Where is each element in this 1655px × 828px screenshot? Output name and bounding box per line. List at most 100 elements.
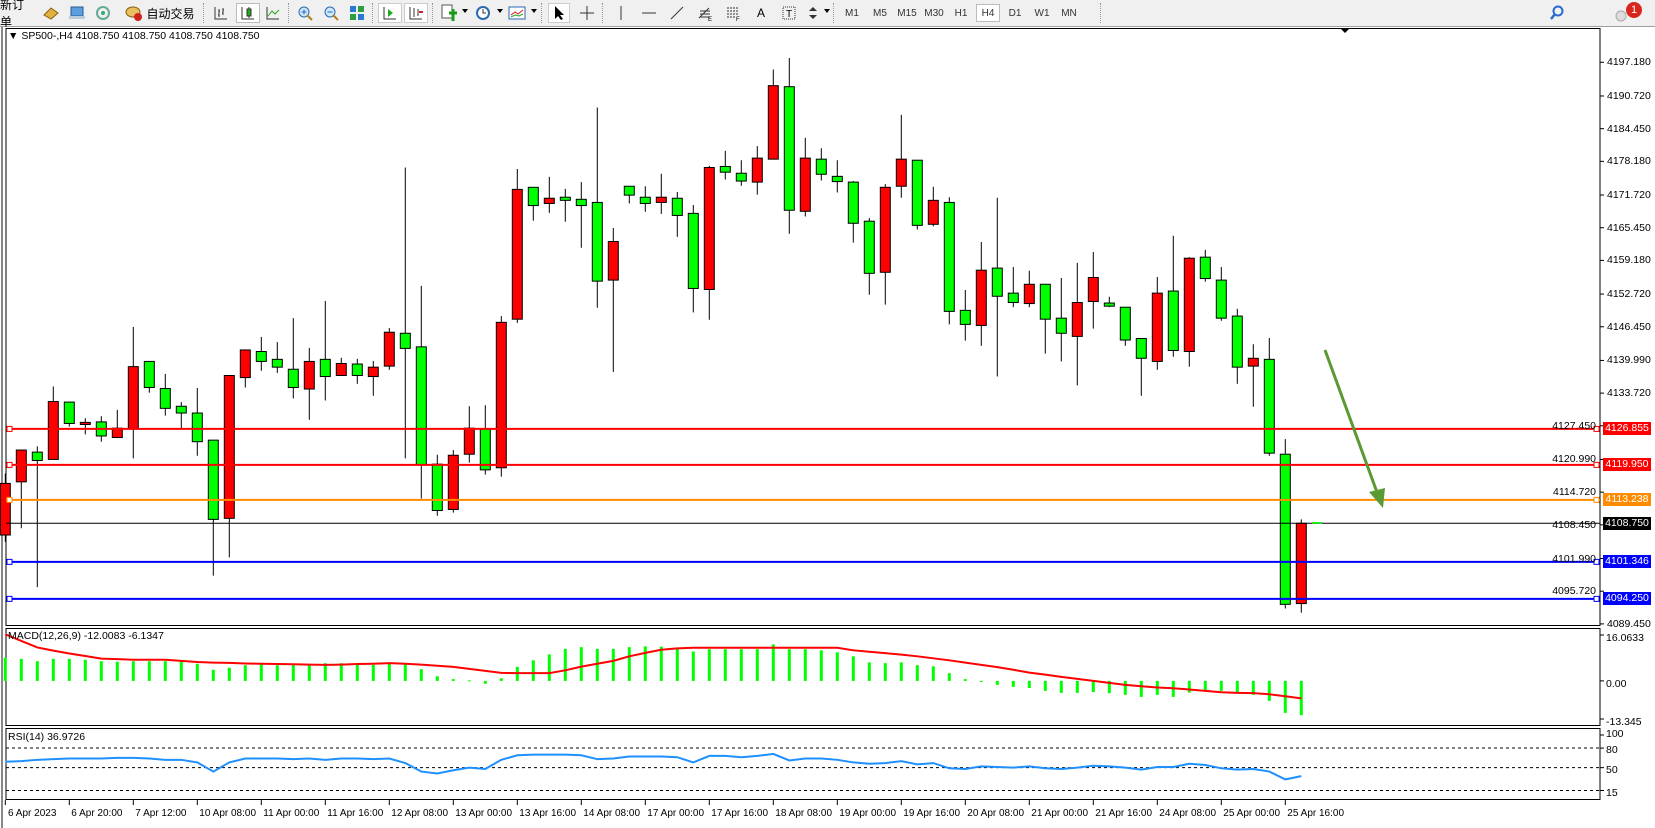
time-axis-label: 13 Apr 16:00 (519, 808, 577, 819)
candle (767, 69, 779, 160)
indicators-dropdown[interactable] (462, 9, 468, 13)
macd-histogram-bar (371, 664, 375, 681)
cursor-icon[interactable] (548, 3, 570, 23)
candle-body (1055, 317, 1067, 334)
market-watch-icon[interactable] (40, 3, 62, 23)
arrows-dropdown[interactable] (824, 9, 830, 13)
templates-icon[interactable] (506, 3, 528, 23)
time-axis-label: 17 Apr 00:00 (647, 808, 705, 819)
candle-body (79, 421, 91, 425)
search-icon[interactable] (1546, 3, 1568, 23)
level-price-label: 4108.750 (1603, 516, 1651, 530)
macd-histogram-bar (627, 647, 631, 681)
timeframe-m1-button[interactable]: M1 (845, 7, 859, 19)
macd-histogram-bar (707, 649, 711, 681)
macd-histogram-bar (1043, 680, 1047, 691)
timeframe-h4-button[interactable]: H4 (976, 4, 1000, 22)
text-label-icon[interactable]: T (778, 3, 800, 23)
candle (1183, 257, 1195, 367)
navigator-icon[interactable] (66, 3, 88, 23)
crosshair-icon[interactable] (576, 3, 598, 23)
time-axis-label: 25 Apr 00:00 (1223, 808, 1281, 819)
chart-shift-icon[interactable] (404, 3, 428, 23)
candle (1279, 439, 1291, 609)
auto-trading-button[interactable]: 自动交易 (120, 3, 200, 23)
timeframe-m15-button[interactable]: M15 (897, 7, 917, 19)
auto-trading-label: 自动交易 (146, 6, 195, 21)
timeframe-m5-button[interactable]: M5 (873, 7, 887, 19)
price-axis-label: 4120.990 (1552, 453, 1596, 466)
timeframe-w1-button[interactable]: W1 (1034, 7, 1050, 19)
new-order-button[interactable]: 新订单 (0, 0, 34, 29)
candle (127, 327, 139, 459)
macd-histogram-bar (115, 661, 119, 681)
rsi-panel-frame (5, 728, 1601, 800)
arrows-icon[interactable] (804, 3, 822, 23)
timeframe-h1-button[interactable]: H1 (954, 7, 968, 19)
vertical-line-icon[interactable] (610, 3, 632, 23)
candle-body (207, 439, 219, 520)
candle-body (687, 212, 699, 289)
macd-histogram-bar (1219, 680, 1223, 691)
horizontal-line-icon[interactable] (638, 3, 660, 23)
tile-windows-icon[interactable] (346, 3, 368, 23)
line-chart-icon[interactable] (262, 3, 284, 23)
candle (1119, 306, 1131, 346)
macd-histogram-bar (947, 673, 951, 681)
candle-body (703, 166, 715, 290)
text-icon[interactable]: A (756, 6, 765, 20)
macd-histogram-bar (819, 650, 823, 681)
new-order-label: 新订单 (0, 0, 25, 29)
trendline-icon[interactable] (666, 3, 688, 23)
symbol-menu-icon[interactable]: ▼ (8, 30, 22, 42)
candle-body (559, 196, 571, 201)
macd-histogram-bar (1091, 680, 1095, 693)
periods-dropdown[interactable] (497, 9, 503, 13)
candle-body (1087, 276, 1099, 302)
zoom-out-icon[interactable] (320, 3, 342, 23)
candle (1231, 308, 1243, 384)
macd-histogram-bar (403, 664, 407, 681)
candle (639, 186, 651, 212)
chart-window[interactable] (0, 27, 1655, 828)
notification-icon[interactable] (1610, 3, 1632, 23)
time-axis-label: 21 Apr 00:00 (1031, 808, 1089, 819)
candle-body (799, 157, 811, 212)
macd-histogram-bar (99, 661, 103, 681)
indicators-icon[interactable] (438, 3, 460, 23)
candle-body (495, 321, 507, 469)
candlestick-icon[interactable] (236, 3, 260, 23)
fibonacci-icon[interactable]: E (694, 3, 716, 23)
timeframe-d1-button[interactable]: D1 (1008, 7, 1022, 19)
macd-histogram-bar (659, 646, 663, 681)
timeframe-mn-button[interactable]: MN (1061, 7, 1077, 19)
price-axis-label: 4095.720 (1552, 585, 1596, 598)
macd-histogram-bar (243, 665, 247, 681)
auto-scroll-icon[interactable] (378, 3, 402, 23)
candle (303, 347, 315, 420)
candle (1151, 276, 1163, 370)
timeframe-m30-button[interactable]: M30 (924, 7, 944, 19)
notification-badge: 1 (1626, 2, 1642, 18)
candle-body (319, 358, 331, 378)
bar-chart-icon[interactable] (210, 3, 232, 23)
price-axis-label: 4190.720 (1607, 89, 1651, 102)
signals-icon[interactable] (92, 3, 114, 23)
candle (319, 300, 331, 401)
zoom-in-icon[interactable] (294, 3, 316, 23)
candle-body (255, 351, 267, 362)
templates-dropdown[interactable] (531, 9, 537, 13)
candle-body (223, 374, 235, 519)
candle-body (479, 428, 491, 471)
price-axis-label: 4152.720 (1607, 288, 1651, 301)
candle-body (1135, 337, 1147, 359)
candle-body (975, 269, 987, 326)
candle-body (1039, 283, 1051, 320)
rsi-line (5, 752, 1302, 781)
candle-body (767, 85, 779, 160)
periods-icon[interactable] (472, 3, 494, 23)
fibo-fan-icon[interactable]: F (722, 3, 744, 23)
candle-body (1007, 292, 1019, 304)
candle (207, 439, 219, 576)
